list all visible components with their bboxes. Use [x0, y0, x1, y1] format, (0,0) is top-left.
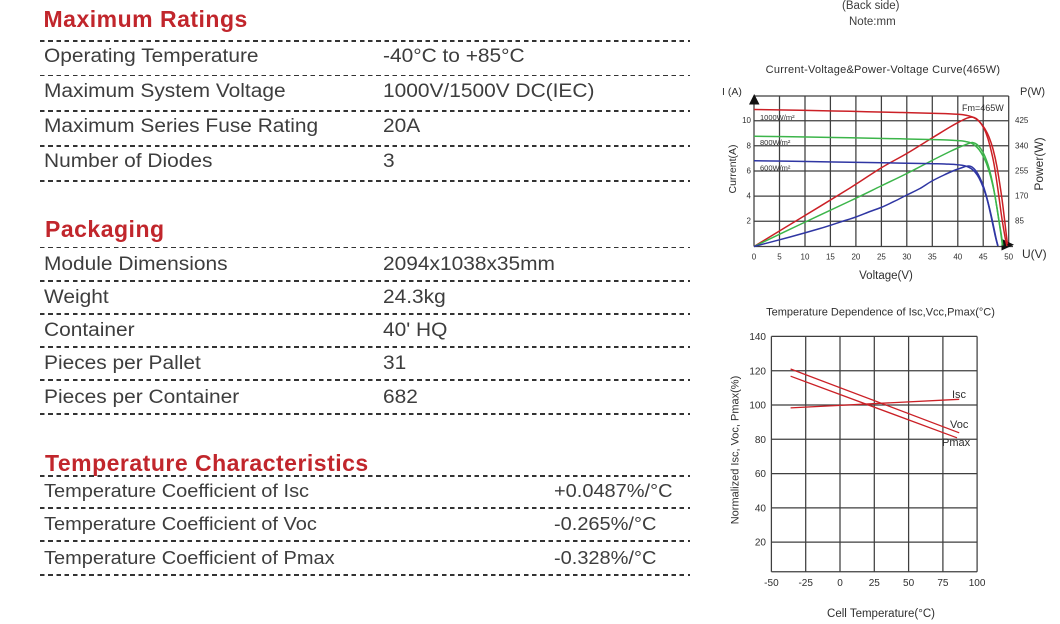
svg-text:50: 50: [1004, 253, 1013, 262]
svg-text:-50: -50: [764, 578, 779, 589]
svg-text:25: 25: [869, 578, 881, 589]
svg-text:U(V): U(V): [1022, 247, 1047, 261]
svg-text:120: 120: [749, 366, 766, 377]
svg-text:0: 0: [752, 253, 757, 262]
svg-text:P(W): P(W): [1020, 86, 1045, 98]
svg-text:-25: -25: [798, 578, 813, 589]
svg-text:60: 60: [755, 469, 767, 480]
svg-text:Current(A): Current(A): [727, 144, 739, 193]
svg-text:1000W/m²: 1000W/m²: [760, 113, 795, 122]
svg-text:100: 100: [969, 578, 986, 589]
svg-text:Voc: Voc: [950, 419, 969, 431]
svg-text:Isc: Isc: [952, 389, 967, 401]
svg-text:25: 25: [877, 253, 886, 262]
svg-text:10: 10: [742, 116, 751, 125]
svg-text:6: 6: [747, 167, 752, 176]
svg-text:40: 40: [755, 504, 767, 515]
svg-text:Fm=465W: Fm=465W: [962, 103, 1004, 113]
svg-text:Cell Temperature(°C): Cell Temperature(°C): [827, 608, 935, 620]
svg-text:45: 45: [979, 253, 988, 262]
svg-text:20: 20: [851, 253, 860, 262]
svg-text:600W/m²: 600W/m²: [760, 164, 791, 173]
svg-text:255: 255: [1015, 167, 1029, 176]
svg-text:Pmax: Pmax: [942, 437, 971, 449]
svg-text:15: 15: [826, 253, 835, 262]
svg-text:5: 5: [777, 253, 782, 262]
svg-text:0: 0: [837, 578, 843, 589]
svg-text:Temperature Dependence of Isc,: Temperature Dependence of Isc,Vcc,Pmax(°…: [766, 307, 995, 319]
svg-text:340: 340: [1015, 141, 1029, 150]
svg-text:Power(W): Power(W): [1032, 137, 1046, 190]
svg-text:800W/m²: 800W/m²: [760, 138, 791, 147]
svg-text:4: 4: [747, 192, 752, 201]
svg-text:Normalized Isc, Voc, Pmax(%): Normalized Isc, Voc, Pmax(%): [730, 376, 742, 525]
svg-text:10: 10: [801, 253, 810, 262]
svg-text:35: 35: [928, 253, 937, 262]
svg-text:80: 80: [755, 435, 767, 446]
svg-text:8: 8: [747, 141, 752, 150]
svg-text:Current-Voltage&Power-Voltage: Current-Voltage&Power-Voltage Curve(465W…: [766, 64, 1001, 76]
svg-text:20: 20: [755, 538, 767, 549]
svg-text:40: 40: [953, 253, 962, 262]
svg-text:140: 140: [749, 332, 766, 343]
svg-text:Voltage(V): Voltage(V): [859, 270, 913, 282]
svg-text:50: 50: [903, 578, 915, 589]
svg-text:30: 30: [902, 253, 911, 262]
svg-text:100: 100: [749, 401, 766, 412]
svg-text:2: 2: [747, 217, 752, 226]
svg-text:I (A): I (A): [722, 86, 742, 98]
svg-text:75: 75: [937, 578, 949, 589]
svg-text:85: 85: [1015, 217, 1024, 226]
svg-text:425: 425: [1015, 116, 1029, 125]
svg-text:170: 170: [1015, 192, 1029, 201]
